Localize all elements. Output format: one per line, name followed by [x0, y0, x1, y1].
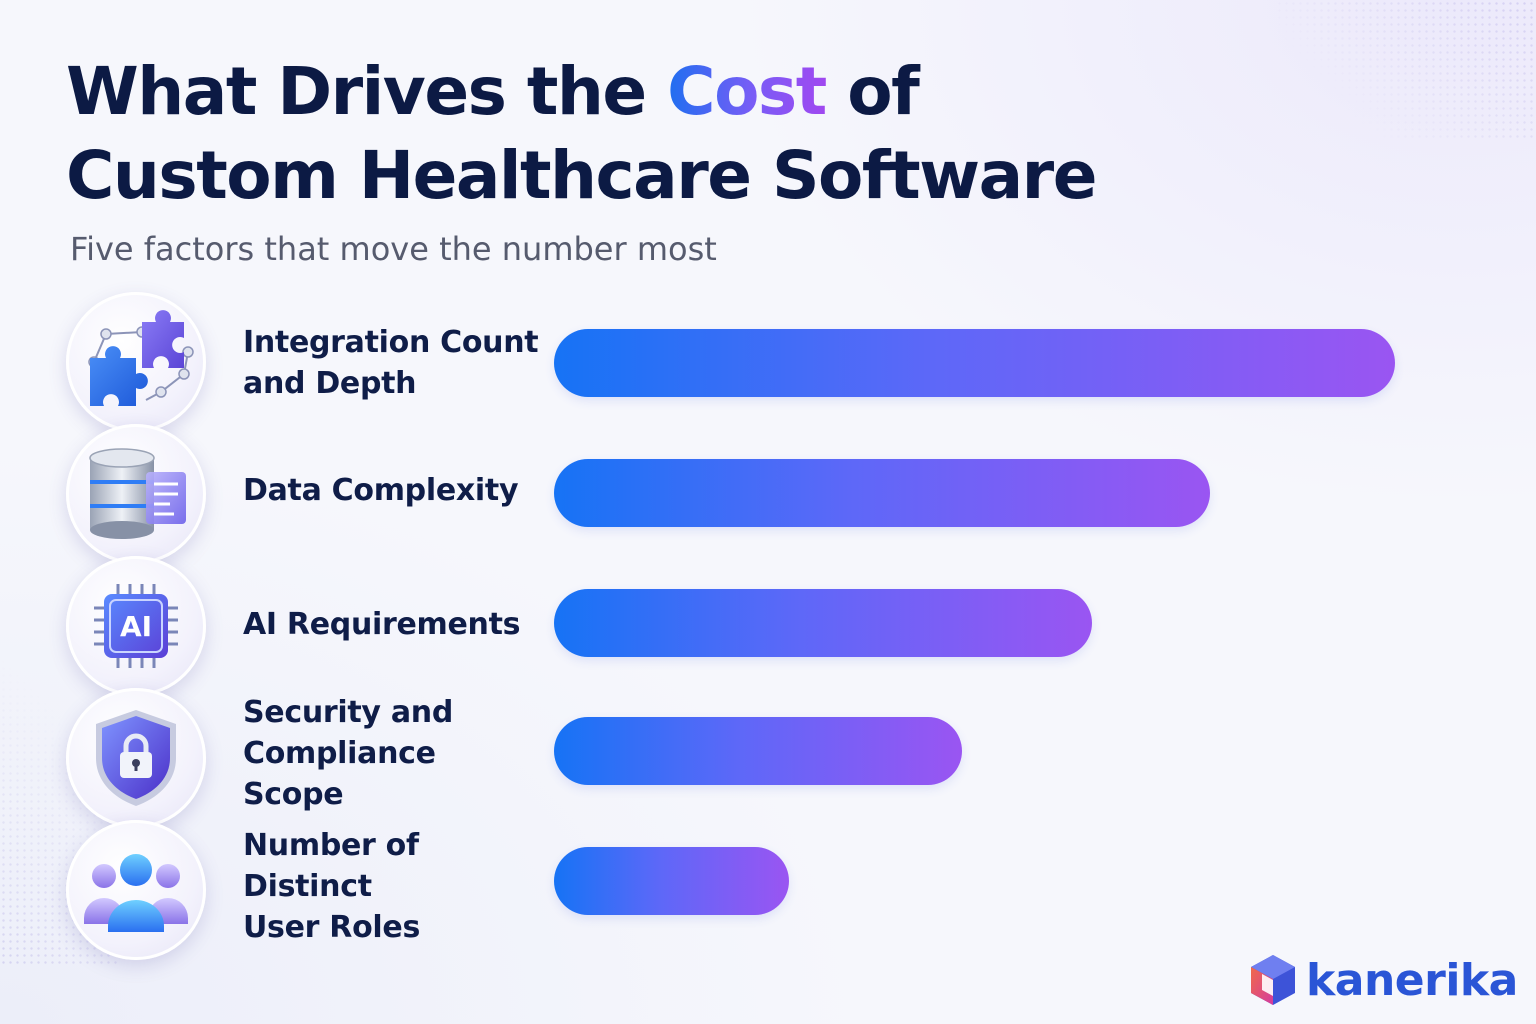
- title-accent-word: Cost: [667, 53, 827, 130]
- bar-data-complexity: [554, 459, 1210, 527]
- title-text-after: of: [825, 53, 920, 130]
- bar-ai-requirements: [554, 589, 1092, 657]
- label-security-compliance: Security and Compliance Scope: [243, 695, 543, 812]
- label-line-2: Compliance Scope: [243, 735, 436, 812]
- label-line-1: Integration Count: [243, 325, 539, 360]
- label-line-1: AI Requirements: [243, 607, 521, 642]
- page-subtitle: Five factors that move the number most: [70, 230, 717, 268]
- title-text-before: What Drives the: [66, 53, 668, 130]
- label-data-complexity: Data Complexity: [243, 470, 543, 511]
- brand-logo: kanerika: [1248, 952, 1518, 1008]
- bar-distinct-user-roles: [554, 847, 789, 915]
- shield-lock-icon: [66, 688, 206, 828]
- title-line-2: Custom Healthcare Software: [66, 137, 1097, 214]
- title-line-1: What Drives the Cost of: [66, 50, 1096, 134]
- cube-logo-icon: [1251, 955, 1295, 1005]
- users-icon: [66, 820, 206, 960]
- ai-chip-icon: AI: [66, 556, 206, 696]
- brand-name: kanerika: [1306, 954, 1518, 1006]
- bar-security-compliance: [554, 717, 962, 785]
- label-line-1: Data Complexity: [243, 473, 519, 508]
- page-title: What Drives the Cost of Custom Healthcar…: [66, 50, 1097, 218]
- puzzle-network-icon: [66, 292, 206, 432]
- label-distinct-user-roles: Number of Distinct User Roles: [243, 828, 543, 945]
- label-integration-count: Integration Count and Depth: [243, 322, 543, 404]
- label-line-2: and Depth: [243, 366, 417, 401]
- ai-chip-text: AI: [120, 610, 152, 643]
- label-line-2: User Roles: [243, 909, 421, 945]
- label-line-1: Security and: [243, 694, 453, 730]
- label-ai-requirements: AI Requirements: [243, 604, 543, 645]
- bar-integration-count: [554, 329, 1395, 397]
- label-line-1: Number of Distinct: [243, 827, 419, 904]
- database-icon: [66, 424, 206, 564]
